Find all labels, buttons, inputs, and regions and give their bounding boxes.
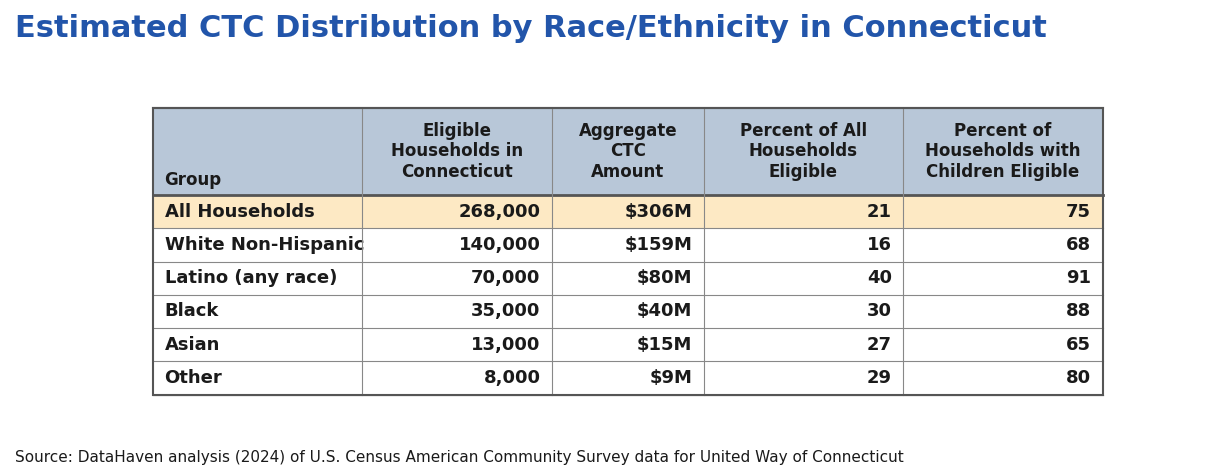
Text: Group: Group bbox=[164, 170, 222, 188]
Text: 70,000: 70,000 bbox=[472, 269, 540, 287]
Bar bbox=[551, 295, 703, 328]
Text: 80: 80 bbox=[1066, 369, 1091, 387]
Bar bbox=[903, 261, 1102, 295]
Text: 75: 75 bbox=[1066, 202, 1091, 221]
Text: 21: 21 bbox=[867, 202, 892, 221]
Bar bbox=[551, 261, 703, 295]
Bar bbox=[551, 228, 703, 261]
Text: 68: 68 bbox=[1066, 236, 1091, 254]
Bar bbox=[551, 195, 703, 228]
Bar bbox=[903, 362, 1102, 395]
Bar bbox=[703, 362, 903, 395]
Bar bbox=[153, 328, 363, 362]
Bar bbox=[903, 195, 1102, 228]
Text: Black: Black bbox=[164, 303, 219, 320]
Bar bbox=[153, 295, 363, 328]
Text: 29: 29 bbox=[867, 369, 892, 387]
Text: $159M: $159M bbox=[625, 236, 692, 254]
Bar bbox=[153, 362, 363, 395]
Text: Source: DataHaven analysis (2024) of U.S. Census American Community Survey data : Source: DataHaven analysis (2024) of U.S… bbox=[15, 450, 904, 465]
Text: White Non-Hispanic: White Non-Hispanic bbox=[164, 236, 364, 254]
Text: $15M: $15M bbox=[637, 336, 692, 354]
Text: 65: 65 bbox=[1066, 336, 1091, 354]
Bar bbox=[703, 261, 903, 295]
Text: Other: Other bbox=[164, 369, 222, 387]
Text: 30: 30 bbox=[867, 303, 892, 320]
Text: 40: 40 bbox=[867, 269, 892, 287]
Bar bbox=[363, 108, 552, 195]
Bar bbox=[703, 295, 903, 328]
Text: Latino (any race): Latino (any race) bbox=[164, 269, 337, 287]
Text: 27: 27 bbox=[867, 336, 892, 354]
Text: 13,000: 13,000 bbox=[472, 336, 540, 354]
Bar bbox=[363, 328, 552, 362]
Text: $9M: $9M bbox=[649, 369, 692, 387]
Bar bbox=[363, 362, 552, 395]
Bar bbox=[551, 328, 703, 362]
Bar bbox=[903, 295, 1102, 328]
Bar bbox=[903, 228, 1102, 261]
Text: 88: 88 bbox=[1066, 303, 1091, 320]
Text: 268,000: 268,000 bbox=[458, 202, 540, 221]
Text: All Households: All Households bbox=[164, 202, 315, 221]
Text: 8,000: 8,000 bbox=[484, 369, 540, 387]
Bar bbox=[703, 328, 903, 362]
Bar bbox=[153, 228, 363, 261]
Bar bbox=[551, 108, 703, 195]
Bar bbox=[363, 195, 552, 228]
Text: 35,000: 35,000 bbox=[472, 303, 540, 320]
Text: 16: 16 bbox=[867, 236, 892, 254]
Bar bbox=[703, 228, 903, 261]
Text: $80M: $80M bbox=[637, 269, 692, 287]
Text: Percent of All
Households
Eligible: Percent of All Households Eligible bbox=[740, 121, 867, 181]
Bar bbox=[703, 195, 903, 228]
Bar bbox=[153, 195, 363, 228]
Bar bbox=[363, 295, 552, 328]
Bar bbox=[153, 261, 363, 295]
Bar bbox=[363, 261, 552, 295]
Text: Estimated CTC Distribution by Race/Ethnicity in Connecticut: Estimated CTC Distribution by Race/Ethni… bbox=[15, 14, 1046, 43]
Text: Asian: Asian bbox=[164, 336, 220, 354]
Bar bbox=[903, 328, 1102, 362]
Bar bbox=[363, 228, 552, 261]
Text: 91: 91 bbox=[1066, 269, 1091, 287]
Bar bbox=[153, 108, 363, 195]
Text: 140,000: 140,000 bbox=[458, 236, 540, 254]
Text: Eligible
Households in
Connecticut: Eligible Households in Connecticut bbox=[391, 121, 523, 181]
Text: $40M: $40M bbox=[637, 303, 692, 320]
Bar bbox=[153, 108, 1102, 395]
Text: Aggregate
CTC
Amount: Aggregate CTC Amount bbox=[578, 121, 677, 181]
Bar bbox=[703, 108, 903, 195]
Bar bbox=[551, 362, 703, 395]
Bar bbox=[903, 108, 1102, 195]
Text: Percent of
Households with
Children Eligible: Percent of Households with Children Elig… bbox=[925, 121, 1080, 181]
Text: $306M: $306M bbox=[625, 202, 692, 221]
